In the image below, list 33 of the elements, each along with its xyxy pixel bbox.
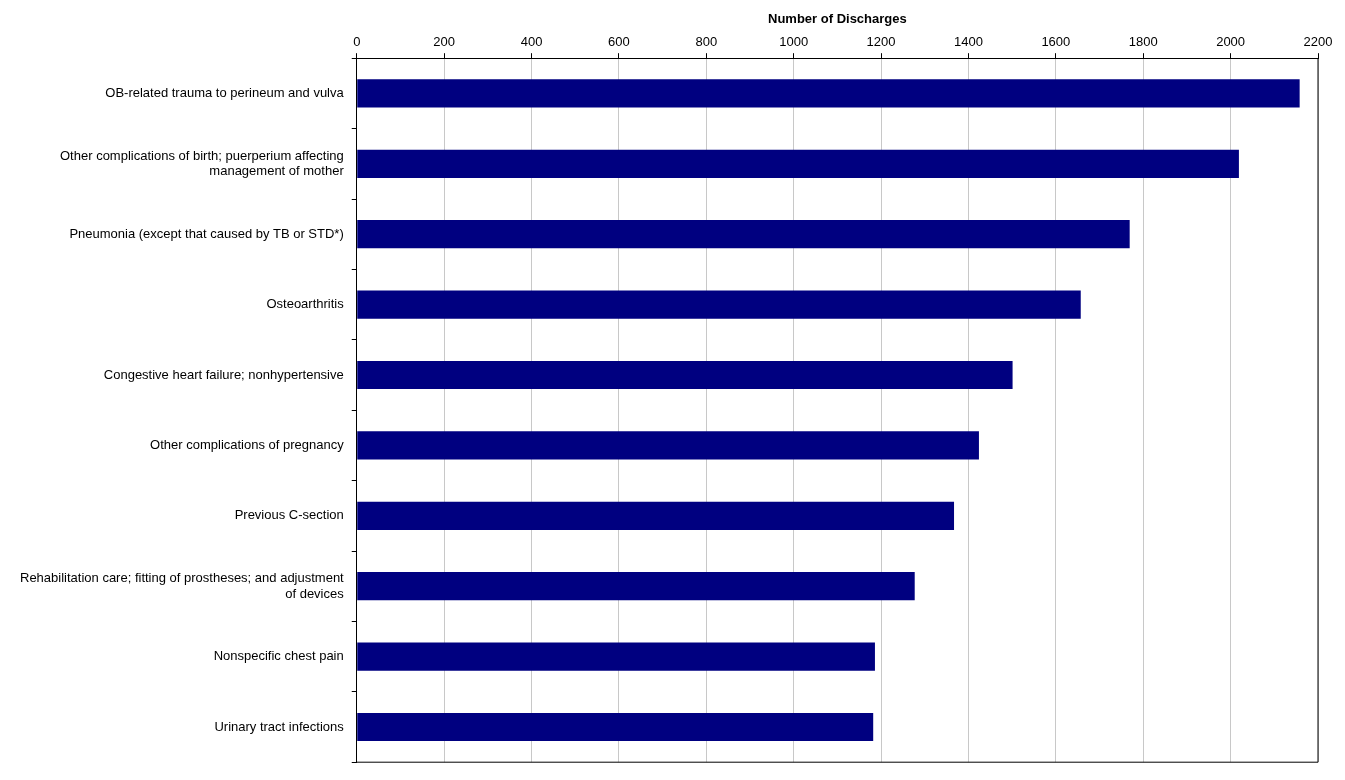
bar (357, 79, 1300, 108)
x-tick-label: 400 (520, 33, 543, 49)
bar (357, 712, 874, 742)
x-tick-label: 800 (695, 33, 718, 49)
x-tick-label: 1800 (1128, 33, 1158, 49)
bar (357, 149, 1239, 178)
bar (357, 642, 875, 671)
y-tick-label: Other complications of birth; puerperium affecting management of mother (60, 147, 345, 179)
y-tick-label: Congestive heart failure; nonhypertensive (103, 366, 344, 382)
y-tick-label: Pneumonia (except that caused by TB or STD*) (69, 225, 344, 241)
bar (357, 290, 1081, 319)
bar (357, 360, 1013, 390)
y-tick-label: OB-related trauma to perineum and vulva (105, 84, 345, 100)
x-tick-label: 1000 (779, 33, 809, 49)
y-tick-label: Osteoarthritis (266, 296, 345, 312)
y-tick-label: Previous C-section (234, 507, 344, 523)
y-tick-label: Nonspecific chest pain (213, 648, 344, 664)
x-axis-title: Number of Discharges (768, 11, 907, 27)
bar (357, 220, 1130, 249)
y-tick-label: Urinary tract infections (214, 718, 345, 734)
x-tick-label: 1600 (1041, 33, 1071, 49)
x-tick-label: 0 (353, 33, 361, 49)
x-tick-label: 200 (433, 33, 455, 49)
x-tick-label: 600 (608, 33, 630, 49)
y-tick-label: Other complications of pregnancy (150, 436, 345, 452)
bar (357, 431, 979, 460)
x-tick-label: 1200 (866, 33, 896, 49)
x-tick-label: 2200 (1303, 33, 1333, 49)
bar (357, 501, 955, 530)
x-tick-label: 1400 (953, 33, 983, 49)
bar (357, 572, 915, 601)
y-tick-label: Rehabilitation care; fitting of prostheses; and adjustment of devices (19, 569, 345, 601)
x-tick-label: 2000 (1216, 33, 1246, 49)
